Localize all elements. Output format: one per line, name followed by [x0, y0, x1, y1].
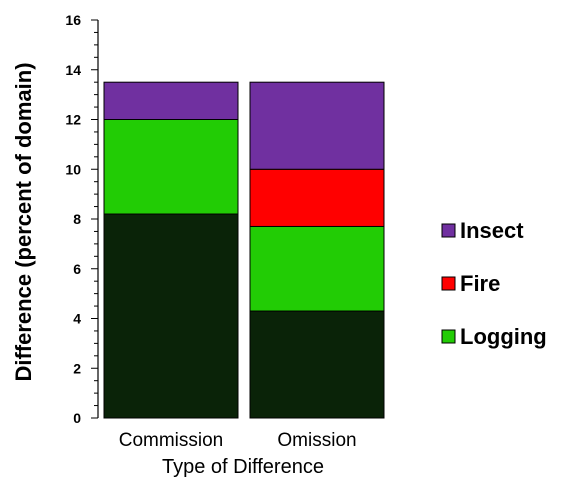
y-tick-label-0: 0 [73, 410, 81, 426]
bar-commission-insect [103, 81, 239, 120]
y-tick-label-2: 2 [73, 360, 81, 376]
legend-label-fire: Fire [460, 271, 500, 296]
bar-omission-insect [249, 81, 385, 170]
bar-omission-base [249, 310, 385, 419]
legend: Insect Fire Logging [441, 218, 547, 349]
y-tick-label-6: 6 [73, 261, 81, 277]
y-tick-label-8: 8 [73, 211, 81, 227]
legend-label-insect: Insect [460, 218, 524, 243]
y-tick-label-10: 10 [65, 161, 81, 177]
legend-label-logging: Logging [460, 324, 547, 349]
bar-commission-logging [103, 119, 239, 215]
x-axis-title: Type of Difference [162, 456, 324, 478]
y-tick-label-14: 14 [65, 62, 81, 78]
legend-swatch-insect [441, 223, 456, 238]
y-axis: 0 2 4 6 8 10 12 14 16 [65, 12, 99, 426]
y-tick-label-12: 12 [65, 112, 81, 128]
x-axis: Commission Omission [119, 430, 357, 451]
x-tick-label-omission: Omission [277, 430, 356, 451]
y-tick-label-4: 4 [73, 311, 81, 327]
legend-swatch-logging [441, 329, 456, 344]
bar-omission-fire [249, 168, 385, 227]
x-tick-label-commission: Commission [119, 430, 224, 451]
y-axis-title: Difference (percent of domain) [11, 62, 36, 381]
plot-area [103, 81, 385, 419]
y-tick-label-16: 16 [65, 12, 81, 28]
bar-commission-base [103, 213, 239, 419]
legend-swatch-fire [441, 276, 456, 291]
bar-omission-logging [249, 225, 385, 312]
